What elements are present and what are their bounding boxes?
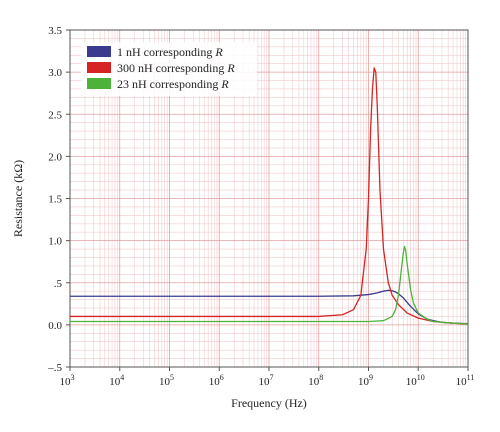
y-axis-label: Resistance (kΩ): [11, 160, 25, 237]
y-axis-ticks: –.5 0.0 .5 1.0 1.5 2.0 2.5 3.0 3.5: [47, 25, 70, 374]
legend-swatch-2: [87, 62, 111, 73]
x-tick-label-8: 1011: [456, 373, 475, 388]
legend-label-3: 23 nH corresponding R: [117, 77, 229, 91]
series-line-3: [70, 245, 469, 325]
y-tick-label-0: –.5: [47, 362, 62, 374]
legend-label-1: 1 nH corresponding R: [117, 45, 223, 59]
x-tick-label-7: 1010: [406, 373, 425, 388]
x-tick-label-2: 105: [159, 373, 174, 388]
series-layer: [70, 67, 469, 325]
y-tick-label-7: 3.0: [48, 67, 62, 79]
x-tick-label-6: 109: [358, 373, 373, 388]
y-tick-label-8: 3.5: [48, 25, 62, 37]
y-tick-label-4: 1.5: [48, 194, 62, 206]
legend-swatch-3: [87, 78, 111, 89]
x-tick-label-1: 104: [109, 373, 124, 388]
legend-swatch-1: [87, 46, 111, 57]
series-line-1: [70, 289, 469, 325]
y-tick-label-2: .5: [54, 278, 63, 290]
series-line-2: [70, 67, 469, 325]
y-tick-label-6: 2.5: [48, 109, 62, 121]
y-tick-label-3: 1.0: [48, 236, 62, 248]
legend: 1 nH corresponding R 300 nH corresponding…: [81, 42, 257, 96]
x-tick-label-5: 108: [308, 373, 323, 388]
x-axis-ticks: 103 104 105 106 107 108 109 1010 1011: [60, 367, 475, 388]
x-tick-label-4: 107: [259, 373, 274, 388]
x-axis-label: Frequency (Hz): [231, 396, 307, 410]
y-tick-label-5: 2.0: [48, 151, 62, 163]
legend-label-2: 300 nH corresponding R: [117, 61, 235, 75]
y-tick-label-1: 0.0: [48, 320, 62, 332]
x-tick-label-3: 106: [209, 373, 224, 388]
x-tick-label-0: 103: [60, 373, 75, 388]
